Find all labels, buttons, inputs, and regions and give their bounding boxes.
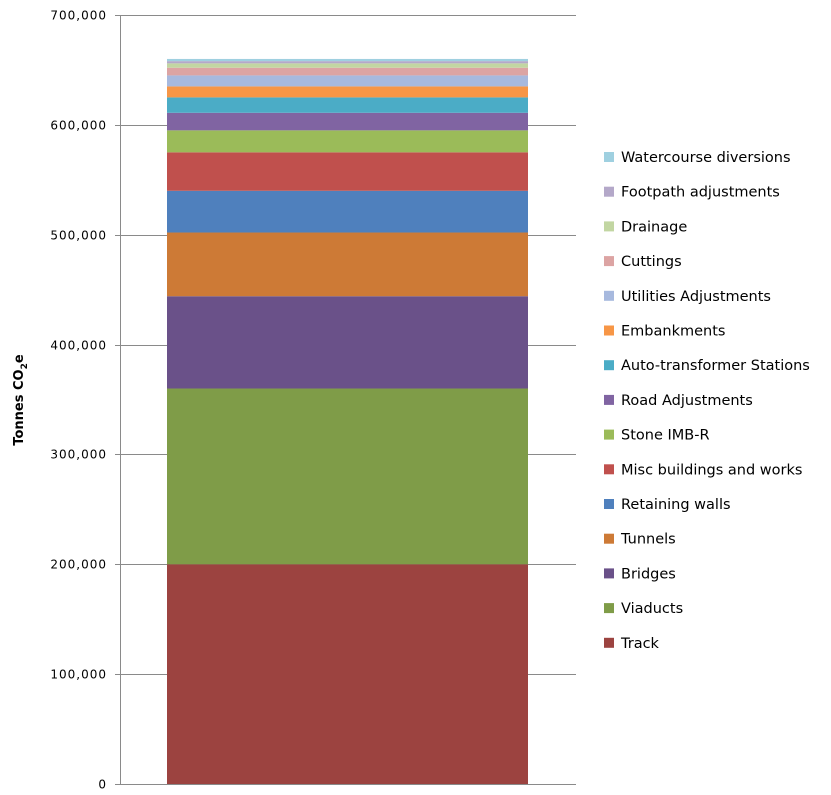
legend-label: Watercourse diversions xyxy=(621,150,791,166)
bar-segment-tunnels xyxy=(167,232,528,297)
y-tick-label: 300,000 xyxy=(50,448,107,462)
y-tick-label: 600,000 xyxy=(50,119,107,133)
bar-segment-embankments xyxy=(167,86,528,98)
legend-swatch xyxy=(604,360,614,371)
bar-segment-misc-buildings-and-works xyxy=(167,152,528,191)
legend-label: Embankments xyxy=(621,324,725,340)
legend: Watercourse diversions Footpath adjustmen… xyxy=(604,150,810,652)
legend-swatch xyxy=(604,603,614,614)
legend-label: Retaining walls xyxy=(621,497,731,513)
bar-segment-stone-imb-r xyxy=(167,130,528,153)
y-axis: 0 100,000 200,000 300,000 400,000 500,000 600,… xyxy=(50,9,121,792)
legend-swatch xyxy=(604,394,614,405)
legend-label: Misc buildings and works xyxy=(621,462,802,478)
legend-label: Bridges xyxy=(621,566,676,582)
legend-swatch xyxy=(604,464,614,475)
bar-segment-track xyxy=(167,564,528,784)
legend-swatch xyxy=(604,429,614,440)
legend-swatch xyxy=(604,186,614,197)
bar-segment-bridges xyxy=(167,296,528,389)
bar-segment-footpath-adjustments xyxy=(167,61,528,64)
legend-label: Auto-transformer Stations xyxy=(621,358,810,374)
legend-label: Cuttings xyxy=(621,254,682,270)
y-axis-title-suffix: e xyxy=(12,354,27,363)
bar-segment-drainage xyxy=(167,63,528,68)
y-tick-label: 100,000 xyxy=(50,668,107,682)
legend-label: Road Adjustments xyxy=(621,393,753,409)
y-tick-label: 400,000 xyxy=(50,339,107,353)
legend-label: Viaducts xyxy=(621,601,683,617)
bar-segment-cuttings xyxy=(167,67,528,76)
legend-label: Utilities Adjustments xyxy=(621,289,771,305)
legend-swatch xyxy=(604,637,614,648)
legend-label: Tunnels xyxy=(620,532,676,548)
y-axis-title: Tonnes CO2e xyxy=(12,354,30,446)
y-tick-label: 0 xyxy=(98,778,107,792)
bar-segment-utilities-adjustments xyxy=(167,75,528,87)
y-tick-label: 200,000 xyxy=(50,558,107,572)
y-axis-title-subscript: 2 xyxy=(20,363,30,369)
legend-swatch xyxy=(604,221,614,232)
bar-segment-road-adjustments xyxy=(167,112,528,131)
legend-label: Drainage xyxy=(621,219,687,235)
legend-swatch xyxy=(604,325,614,336)
y-axis-title-main: Tonnes CO xyxy=(12,369,27,445)
y-tick-label: 500,000 xyxy=(50,229,107,243)
bar-segment-viaducts xyxy=(167,388,528,565)
legend-label: Track xyxy=(620,636,660,652)
legend-swatch xyxy=(604,152,614,162)
bar-segment-retaining-walls xyxy=(167,190,528,233)
legend-swatch xyxy=(604,499,614,509)
legend-swatch xyxy=(604,533,614,544)
y-tick-label: 700,000 xyxy=(50,9,107,23)
legend-swatch xyxy=(604,290,614,301)
bar-segment-watercourse-diversions xyxy=(167,58,528,62)
bar-segments xyxy=(167,58,528,784)
legend-swatch xyxy=(604,256,614,267)
legend-label: Stone IMB-R xyxy=(621,428,710,444)
legend-label: Footpath adjustments xyxy=(621,185,780,201)
legend-swatch xyxy=(604,568,614,579)
bar-segment-auto-transformer-stations xyxy=(167,97,528,113)
